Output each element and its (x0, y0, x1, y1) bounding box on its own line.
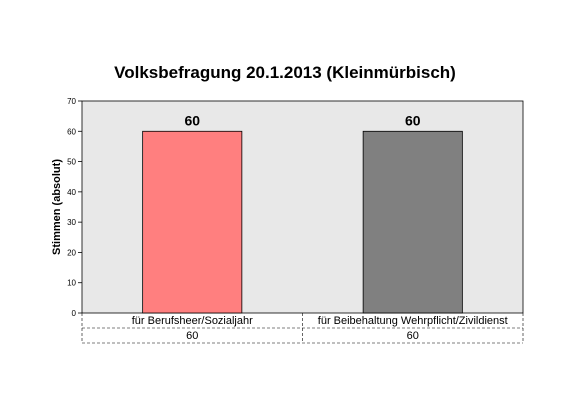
chart-title: Volksbefragung 20.1.2013 (Kleinmürbisch) (114, 63, 456, 82)
bar (142, 130, 243, 314)
category-label: für Berufsheer/Sozialjahr (132, 315, 253, 327)
bar-data-label: 60 (184, 112, 200, 128)
y-axis-ticks: 0 10 20 30 40 50 60 70 (67, 97, 82, 318)
y-tick-label: 0 (72, 309, 77, 318)
table-value: 60 (186, 330, 198, 342)
y-tick-label: 70 (67, 97, 76, 106)
data-labels: 60 60 (184, 112, 420, 128)
y-tick-label: 10 (67, 279, 76, 288)
y-tick-label: 50 (67, 158, 76, 167)
bar (362, 130, 463, 314)
y-axis-label: Stimmen (absolut) (51, 159, 63, 255)
category-table: für Berufsheer/Sozialjahr 60 für Beibehalt… (81, 313, 524, 344)
bars (142, 130, 463, 314)
bar-data-label: 60 (405, 112, 421, 128)
y-tick-label: 40 (67, 188, 76, 197)
y-tick-label: 60 (67, 127, 76, 136)
table-value: 60 (407, 330, 419, 342)
category-label: für Beibehaltung Wehrpflicht/Zivildienst (318, 315, 508, 327)
y-tick-label: 20 (67, 248, 76, 257)
y-tick-label: 30 (67, 218, 76, 227)
